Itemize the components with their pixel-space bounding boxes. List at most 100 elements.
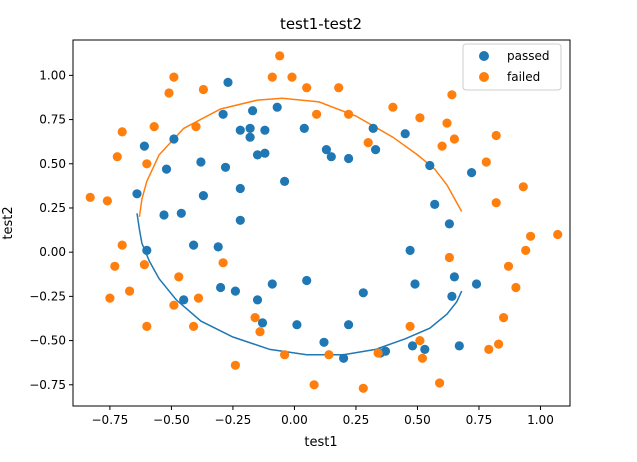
passed-point (405, 245, 415, 255)
failed-point (164, 88, 174, 98)
passed-point (235, 125, 245, 135)
failed-point (174, 272, 184, 282)
x-tick-label: 1.00 (527, 413, 554, 427)
y-tick-label: 0.50 (39, 157, 66, 171)
passed-point (299, 123, 309, 133)
passed-point (230, 286, 240, 296)
failed-point (324, 350, 334, 360)
passed-point (454, 341, 464, 351)
y-tick-label: 1.00 (39, 68, 66, 82)
passed-point (449, 272, 459, 282)
failed-point (85, 192, 95, 202)
passed-point (467, 168, 477, 178)
passed-point (235, 215, 245, 225)
failed-point (193, 293, 204, 303)
failed-point (218, 258, 228, 268)
chart-title: test1-test2 (280, 15, 362, 33)
passed-point (368, 123, 378, 133)
failed-point (267, 72, 277, 82)
failed-point (484, 344, 494, 354)
passed-point (292, 320, 302, 330)
x-tick-label: 0.50 (404, 413, 431, 427)
passed-point (267, 279, 277, 289)
y-tick-label: −0.25 (29, 289, 66, 303)
passed-point (142, 245, 152, 255)
failed-point (189, 321, 199, 331)
failed-point (255, 327, 265, 337)
y-axis-ticks: −0.75 −0.50 −0.25 0.00 0.25 0.50 0.75 1.00 (29, 68, 73, 392)
passed-point (235, 183, 245, 194)
y-tick-label: 0.75 (39, 113, 66, 127)
passed-point (220, 162, 231, 172)
boundary-curve (136, 213, 463, 356)
passed-point (344, 153, 354, 164)
failed-point (112, 152, 122, 162)
passed-point (471, 279, 482, 289)
passed-point (179, 295, 189, 305)
passed-point (216, 282, 226, 293)
passed-point (380, 346, 391, 356)
legend-marker-failed (479, 72, 489, 82)
failed-point (417, 353, 427, 363)
x-axis-label: test1 (304, 435, 337, 450)
failed-point (117, 127, 127, 137)
x-tick-label: −0.50 (153, 413, 190, 427)
passed-point (257, 318, 268, 328)
failed-point (334, 83, 344, 93)
legend-label-passed: passed (507, 49, 549, 63)
failed-point (344, 109, 354, 119)
passed-point (260, 148, 270, 158)
failed-point (511, 282, 521, 293)
failed-point (280, 350, 290, 360)
passed-point (407, 341, 418, 351)
passed-point (444, 219, 454, 229)
passed-point (139, 141, 149, 151)
failed-point (442, 118, 452, 128)
passed-point (400, 129, 410, 139)
failed-point (388, 102, 398, 112)
failed-point (358, 383, 368, 393)
passed-point (218, 109, 228, 119)
legend: passed failed (462, 43, 562, 91)
boundary-curve (138, 97, 463, 217)
failed-point (518, 182, 528, 192)
failed-point (142, 159, 152, 169)
failed-point (363, 138, 373, 148)
passed-point (252, 150, 263, 160)
failed-point (125, 286, 135, 296)
failed-point (373, 348, 383, 358)
passed-point (420, 344, 430, 354)
passed-point (321, 145, 331, 155)
passed-point (260, 125, 270, 135)
failed-point (275, 51, 285, 61)
failed-point (447, 90, 457, 100)
passed-point (358, 288, 368, 298)
failed-point (250, 313, 260, 323)
x-tick-label: 0.25 (343, 413, 370, 427)
passed-point (245, 132, 255, 142)
passed-point (302, 275, 312, 286)
failed-point (312, 109, 322, 119)
passed-point (280, 176, 290, 186)
failed-point (191, 122, 201, 132)
passed-point (132, 189, 142, 199)
passed-point (245, 123, 255, 133)
passed-point (161, 164, 172, 174)
legend-marker-passed (479, 51, 489, 61)
failed-point (405, 321, 415, 331)
failed-point (491, 198, 501, 208)
passed-point (344, 320, 354, 330)
x-tick-label: 0.75 (466, 413, 493, 427)
failed-point (415, 336, 425, 346)
x-tick-label: −0.75 (92, 413, 129, 427)
legend-label-failed: failed (507, 70, 540, 84)
x-axis-ticks: −0.75 −0.50 −0.25 0.00 0.25 0.50 0.75 1.00 (92, 406, 554, 427)
passed-point (339, 353, 349, 363)
failed-point (449, 134, 459, 144)
x-tick-label: 0.00 (281, 413, 308, 427)
passed-point (425, 160, 435, 171)
failed-point (481, 157, 491, 167)
failed-point (309, 380, 319, 390)
passed-point (196, 157, 206, 167)
